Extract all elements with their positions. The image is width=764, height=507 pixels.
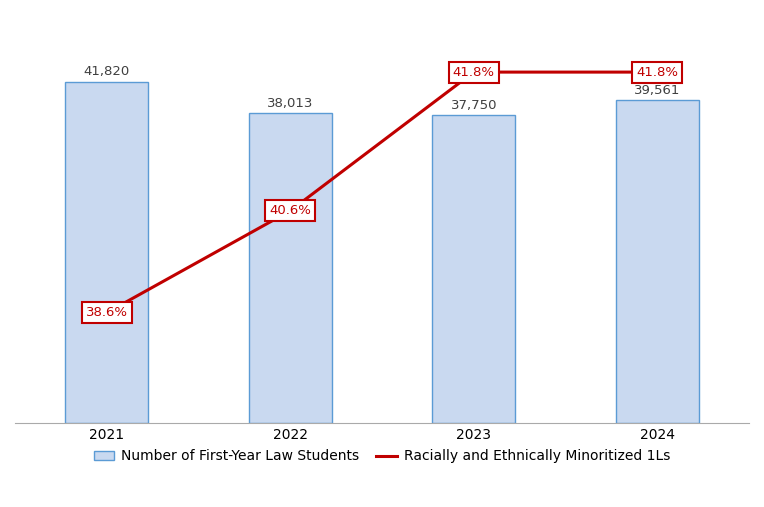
Bar: [66, 82, 148, 423]
Text: 38.6%: 38.6%: [86, 306, 128, 319]
Legend: Number of First-Year Law Students, Racially and Ethnically Minoritized 1Ls: Number of First-Year Law Students, Racia…: [88, 444, 676, 469]
Text: 41.8%: 41.8%: [453, 65, 495, 79]
Text: 37,750: 37,750: [451, 99, 497, 112]
Text: 41.8%: 41.8%: [636, 65, 678, 79]
Text: 41,820: 41,820: [83, 65, 130, 79]
Text: 38,013: 38,013: [267, 96, 313, 110]
Text: 39,561: 39,561: [634, 84, 681, 97]
Bar: [432, 115, 515, 423]
Text: 40.6%: 40.6%: [270, 204, 311, 218]
Bar: [249, 113, 332, 423]
Bar: [616, 100, 698, 423]
